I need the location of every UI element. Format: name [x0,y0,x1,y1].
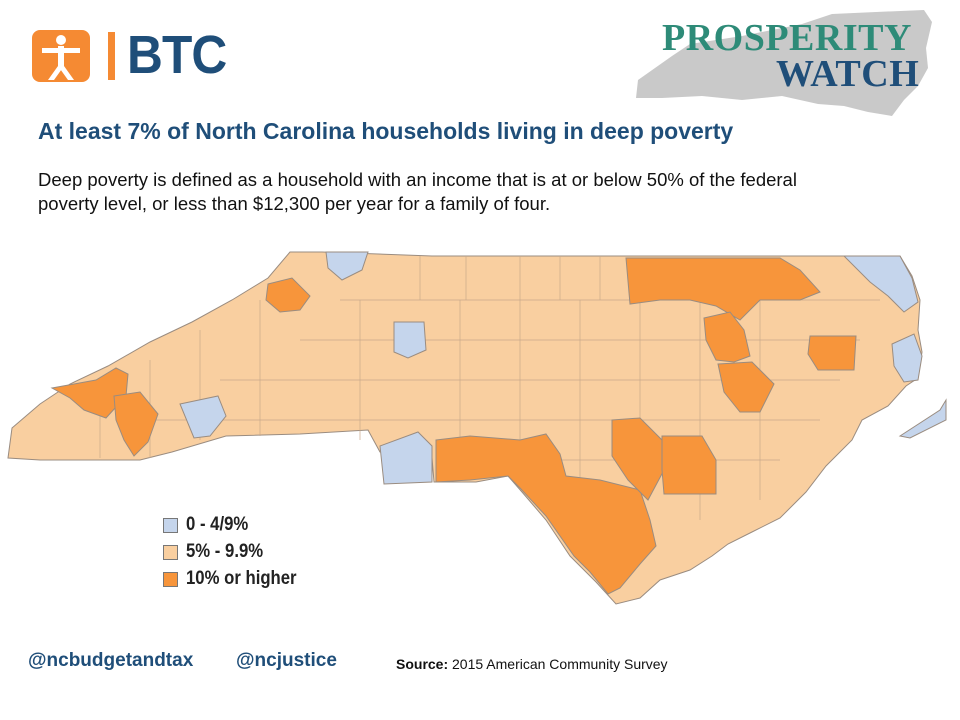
high-poverty-counties [50,257,857,595]
legend-label: 0 - 4/9% [186,514,249,535]
prosperity-watch-line1: PROSPERITY [662,17,912,59]
btc-logo-text: BTC [127,25,227,85]
legend-swatch-high [163,571,178,587]
legend-label: 10% or higher [186,568,297,589]
county-borders [99,256,880,520]
source-text: 2015 American Community Survey [452,656,668,672]
twitter-handle-ncbudgetandtax: @ncbudgetandtax [28,650,194,671]
btc-logo [32,30,115,82]
legend-item: 0 - 4/9% [163,514,257,536]
legend-swatch-mid [163,544,178,560]
twitter-handle-ncjustice: @ncjustice [236,650,337,671]
page-subtitle: Deep poverty is defined as a household w… [38,169,797,214]
legend-label: 5% - 9.9% [186,541,264,562]
prosperity-watch-line2: WATCH [776,53,920,95]
legend-item: 10% or higher [163,568,312,590]
low-poverty-counties [179,251,947,485]
source-note: Source: 2015 American Community Survey [396,656,668,672]
legend-item: 5% - 9.9% [163,541,274,563]
source-label: Source: [396,656,449,672]
prosperity-watch-nc-silhouette [636,10,932,116]
nc-county-map [7,251,947,605]
page-title: At least 7% of North Carolina households… [38,118,734,144]
legend-swatch-low [163,517,178,533]
